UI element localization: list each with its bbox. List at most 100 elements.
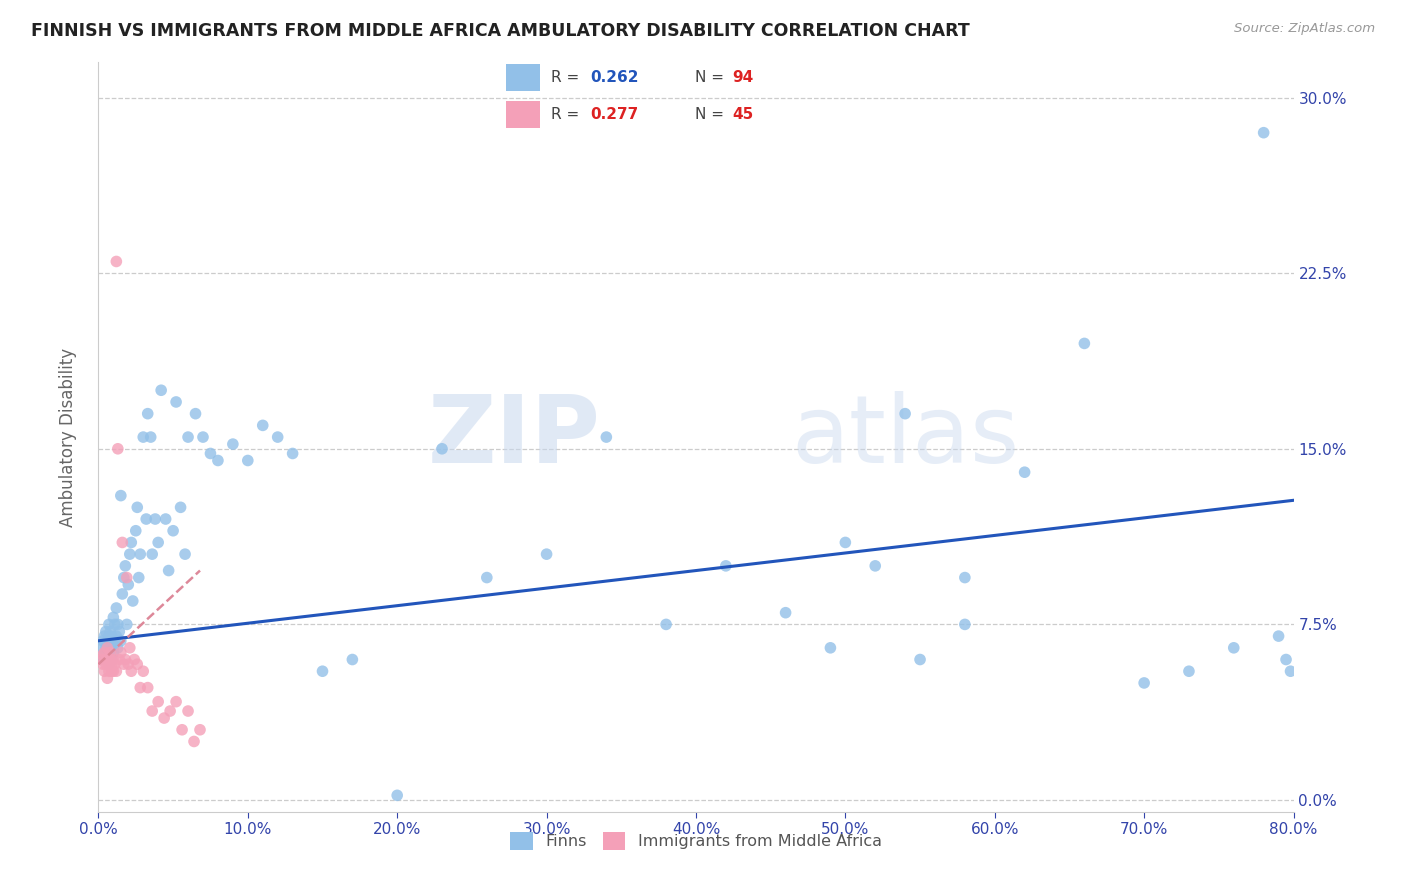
Point bbox=[91, 657, 114, 672]
Point bbox=[93, 629, 115, 643]
Point bbox=[110, 646, 132, 660]
Point bbox=[97, 629, 120, 643]
Point bbox=[93, 664, 115, 679]
Point bbox=[865, 558, 887, 573]
Point bbox=[157, 564, 180, 578]
Point bbox=[111, 535, 134, 549]
Point bbox=[98, 640, 122, 655]
Point bbox=[1275, 652, 1298, 666]
Point bbox=[96, 648, 118, 662]
Point bbox=[129, 681, 152, 695]
Point bbox=[110, 633, 132, 648]
Point bbox=[104, 633, 127, 648]
Point bbox=[94, 657, 117, 672]
Point bbox=[132, 430, 155, 444]
Point bbox=[103, 664, 125, 679]
Point bbox=[1223, 640, 1246, 655]
Text: FINNISH VS IMMIGRANTS FROM MIDDLE AFRICA AMBULATORY DISABILITY CORRELATION CHART: FINNISH VS IMMIGRANTS FROM MIDDLE AFRICA… bbox=[31, 22, 970, 40]
Point bbox=[834, 535, 856, 549]
Point bbox=[120, 664, 142, 679]
Point bbox=[655, 617, 678, 632]
Point bbox=[94, 652, 117, 666]
Point bbox=[820, 640, 842, 655]
Point bbox=[342, 652, 364, 666]
Point bbox=[103, 610, 125, 624]
Point bbox=[165, 395, 187, 409]
Point bbox=[136, 407, 159, 421]
Point bbox=[96, 640, 118, 655]
Point bbox=[953, 617, 976, 632]
Point bbox=[98, 624, 122, 639]
Point bbox=[117, 657, 139, 672]
Point bbox=[108, 652, 131, 666]
Legend: Finns, Immigrants from Middle Africa: Finns, Immigrants from Middle Africa bbox=[502, 824, 890, 858]
Point bbox=[96, 640, 118, 655]
FancyBboxPatch shape bbox=[506, 63, 540, 91]
Point bbox=[112, 657, 135, 672]
Text: N =: N = bbox=[695, 70, 728, 85]
Point bbox=[118, 547, 141, 561]
Point bbox=[104, 617, 127, 632]
Point bbox=[595, 430, 617, 444]
Point bbox=[169, 500, 191, 515]
Point bbox=[121, 594, 143, 608]
Text: R =: R = bbox=[551, 107, 585, 122]
Point bbox=[93, 646, 115, 660]
Point bbox=[281, 446, 304, 460]
Point bbox=[135, 512, 157, 526]
Point bbox=[714, 558, 737, 573]
Point bbox=[143, 512, 166, 526]
Point bbox=[1253, 126, 1275, 140]
Point bbox=[105, 254, 128, 268]
Point bbox=[90, 652, 112, 666]
Point bbox=[908, 652, 931, 666]
Point bbox=[114, 652, 136, 666]
Point bbox=[94, 640, 117, 655]
Point bbox=[94, 652, 117, 666]
Point bbox=[475, 571, 498, 585]
Point bbox=[114, 558, 136, 573]
Point bbox=[101, 629, 124, 643]
Point bbox=[105, 629, 128, 643]
Point bbox=[127, 500, 149, 515]
Point bbox=[183, 734, 205, 748]
Point bbox=[200, 446, 222, 460]
Point bbox=[90, 640, 112, 655]
Point bbox=[103, 646, 125, 660]
Point bbox=[165, 695, 187, 709]
Point bbox=[150, 384, 173, 398]
Point bbox=[1267, 629, 1289, 643]
Point bbox=[1073, 336, 1095, 351]
Point bbox=[98, 633, 122, 648]
Point bbox=[267, 430, 290, 444]
Point bbox=[174, 547, 197, 561]
Point bbox=[110, 489, 132, 503]
Point bbox=[1014, 465, 1036, 479]
Point bbox=[1279, 664, 1302, 679]
Point bbox=[94, 646, 117, 660]
Point bbox=[177, 430, 200, 444]
Text: R =: R = bbox=[551, 70, 585, 85]
Text: 0.262: 0.262 bbox=[591, 70, 638, 85]
Point bbox=[112, 571, 135, 585]
Point bbox=[207, 453, 229, 467]
Point bbox=[93, 648, 115, 662]
Point bbox=[105, 601, 128, 615]
Point bbox=[236, 453, 259, 467]
Point bbox=[107, 617, 129, 632]
Point bbox=[94, 624, 117, 639]
Point bbox=[385, 789, 409, 803]
Point bbox=[91, 648, 114, 662]
Point bbox=[222, 437, 245, 451]
Text: ZIP: ZIP bbox=[427, 391, 600, 483]
Point bbox=[141, 547, 163, 561]
Point bbox=[107, 442, 129, 456]
Point bbox=[148, 535, 170, 549]
Point bbox=[97, 657, 120, 672]
Point bbox=[184, 407, 207, 421]
Point bbox=[115, 571, 138, 585]
Point bbox=[115, 617, 138, 632]
Point bbox=[172, 723, 194, 737]
Point bbox=[104, 657, 127, 672]
Text: atlas: atlas bbox=[792, 391, 1019, 483]
